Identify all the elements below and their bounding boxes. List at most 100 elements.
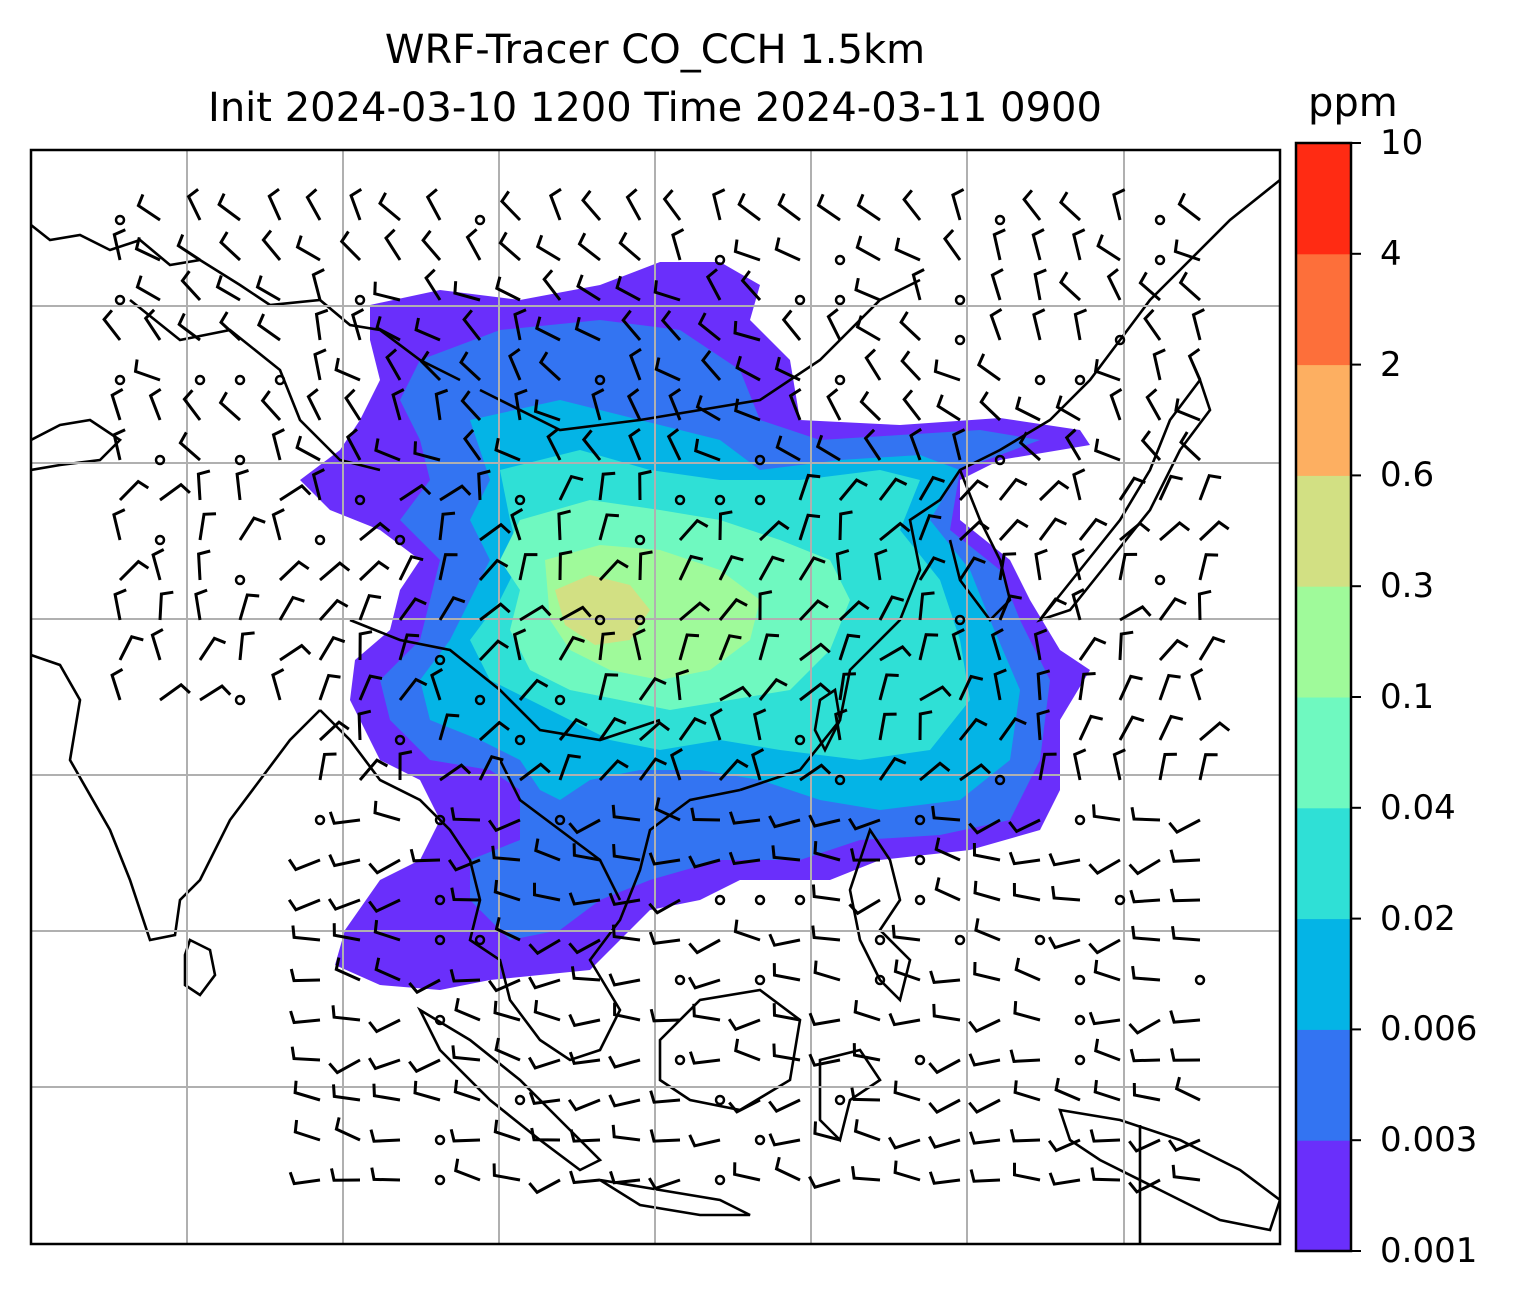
wind-barb bbox=[150, 628, 164, 661]
wind-barb bbox=[478, 639, 509, 662]
wind-barb bbox=[758, 677, 788, 701]
wind-barb bbox=[799, 763, 832, 782]
calm-wind-marker bbox=[874, 934, 886, 946]
calm-wind-marker bbox=[754, 1134, 766, 1146]
wind-barb bbox=[638, 469, 652, 501]
wind-barb bbox=[712, 188, 726, 221]
calm-wind-marker bbox=[1114, 894, 1126, 906]
colorbar-swatch bbox=[1296, 253, 1351, 366]
calm-wind-marker bbox=[314, 814, 326, 826]
calm-wind-marker bbox=[394, 734, 406, 746]
wind-barb bbox=[1009, 1128, 1041, 1143]
calm-wind-marker bbox=[834, 774, 846, 786]
wind-barb bbox=[581, 189, 602, 221]
colorbar-tick-label: 0.6 bbox=[1380, 455, 1435, 496]
wind-barb bbox=[878, 756, 907, 781]
wind-barb bbox=[798, 556, 826, 581]
wind-barb bbox=[288, 1171, 321, 1186]
wind-barb bbox=[528, 976, 561, 990]
wind-barb bbox=[112, 228, 126, 261]
wind-barb bbox=[733, 1162, 761, 1182]
wind-barb bbox=[1078, 672, 1096, 701]
calm-wind-marker bbox=[994, 774, 1006, 786]
coast-europe-arabia bbox=[31, 223, 461, 382]
wind-barb bbox=[679, 601, 711, 622]
wind-barb bbox=[290, 1046, 321, 1062]
wind-barb bbox=[1129, 889, 1161, 904]
wind-barb bbox=[852, 1043, 881, 1062]
wind-barb bbox=[653, 280, 681, 302]
wind-barb bbox=[289, 1010, 321, 1025]
wind-barb bbox=[874, 548, 888, 581]
wind-barb bbox=[295, 435, 321, 462]
wind-barb bbox=[835, 549, 850, 581]
wind-barb bbox=[460, 390, 482, 422]
wind-barb bbox=[639, 720, 670, 742]
calm-wind-marker bbox=[114, 214, 126, 226]
calm-wind-marker bbox=[554, 814, 566, 826]
wind-barb bbox=[438, 713, 460, 741]
wind-barb bbox=[398, 554, 424, 581]
wind-barb bbox=[838, 633, 861, 661]
wind-barb bbox=[487, 818, 521, 833]
wind-barb bbox=[613, 1002, 641, 1022]
wind-barb bbox=[853, 1119, 881, 1142]
wind-barb bbox=[1118, 476, 1146, 501]
calm-wind-marker bbox=[1154, 574, 1166, 586]
calm-wind-marker bbox=[154, 534, 166, 546]
wind-barb bbox=[112, 428, 126, 461]
calm-wind-marker bbox=[674, 1054, 686, 1066]
wind-barb bbox=[929, 970, 961, 985]
gridlines bbox=[31, 150, 1280, 1244]
wind-barb bbox=[450, 807, 481, 822]
wind-barb bbox=[694, 438, 721, 462]
wind-barb bbox=[568, 892, 601, 906]
calm-wind-marker bbox=[434, 1134, 446, 1146]
wind-barb bbox=[758, 555, 785, 581]
wind-barb bbox=[1158, 474, 1183, 501]
wind-barb bbox=[1013, 1162, 1041, 1182]
wind-barb bbox=[1013, 1080, 1041, 1102]
wind-barb bbox=[219, 231, 242, 262]
wind-barb bbox=[688, 938, 721, 955]
wind-barb bbox=[662, 189, 682, 221]
wind-barb bbox=[1036, 669, 1051, 701]
wind-barb bbox=[931, 805, 961, 822]
border-interior-4 bbox=[498, 759, 622, 901]
wind-barb bbox=[798, 513, 821, 541]
wind-barb bbox=[902, 389, 922, 421]
calm-wind-marker bbox=[794, 894, 806, 906]
wind-barb bbox=[425, 188, 442, 221]
wind-barb bbox=[533, 399, 561, 422]
wind-barb bbox=[1128, 858, 1161, 876]
calm-wind-marker bbox=[994, 214, 1006, 226]
wind-barb bbox=[528, 1178, 561, 1195]
wind-barb bbox=[577, 232, 601, 262]
wind-barb bbox=[671, 228, 685, 261]
wind-barb bbox=[958, 479, 989, 502]
wind-barb bbox=[215, 275, 241, 302]
wind-barb bbox=[546, 428, 562, 461]
colorbar-swatch bbox=[1296, 807, 1351, 920]
wind-barb bbox=[385, 348, 402, 381]
tracer-field bbox=[300, 262, 1090, 990]
wind-barb bbox=[519, 762, 551, 782]
wind-barb bbox=[1198, 553, 1219, 581]
wind-barb bbox=[1158, 673, 1181, 701]
wind-barb bbox=[331, 1005, 361, 1022]
wind-barb bbox=[574, 316, 601, 342]
wind-barb bbox=[598, 559, 629, 582]
coast-caspian bbox=[31, 418, 123, 472]
wind-barb bbox=[951, 628, 965, 661]
wind-barb bbox=[358, 758, 389, 781]
wind-barb bbox=[477, 469, 491, 501]
wind-barb bbox=[734, 398, 761, 422]
wind-barb bbox=[357, 709, 372, 741]
wind-barb bbox=[293, 1080, 321, 1102]
wind-barb bbox=[373, 281, 401, 302]
wind-barb bbox=[758, 520, 790, 542]
colorbar-tick-label: 0.1 bbox=[1380, 677, 1435, 717]
wind-barb bbox=[968, 818, 1001, 835]
coast-java bbox=[599, 1178, 751, 1217]
wind-barb bbox=[968, 1018, 1001, 1033]
